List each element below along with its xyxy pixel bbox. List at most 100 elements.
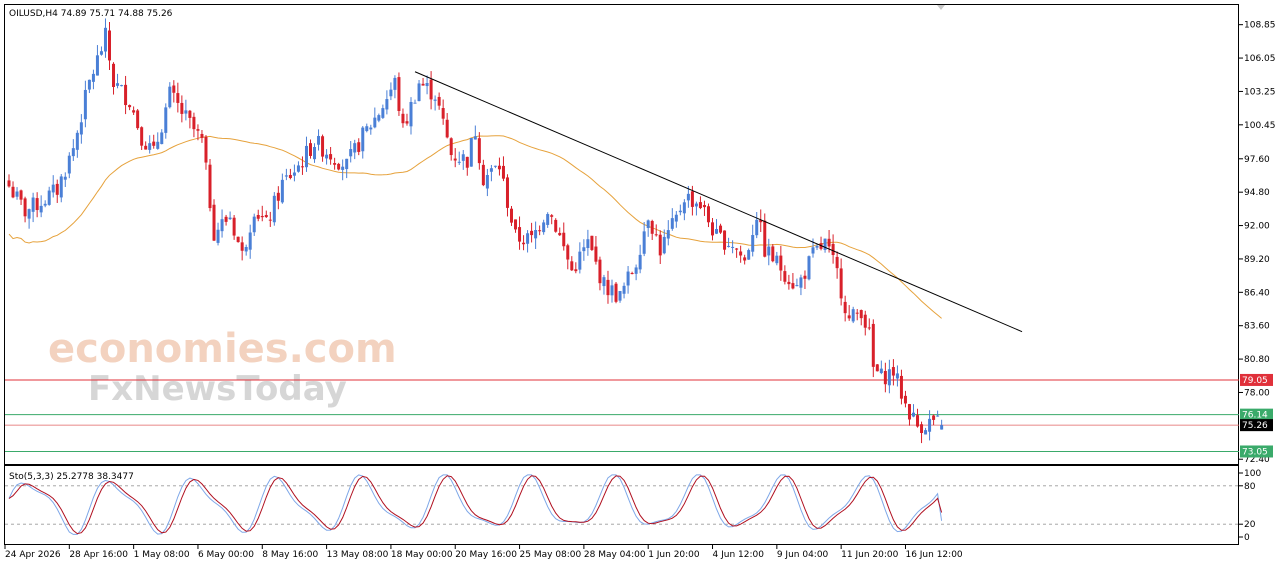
candle-body xyxy=(216,229,220,243)
watermark-economies: economies.com xyxy=(48,326,397,372)
price-tick-label: 80.80 xyxy=(1244,355,1270,365)
candle-body xyxy=(437,96,441,106)
candle-body xyxy=(879,368,883,374)
stochastic-label: Sto(5,3,3) 25.2778 38.3477 xyxy=(9,472,134,482)
candle-body xyxy=(421,83,425,86)
time-tick-label: 13 May 08:00 xyxy=(327,550,389,560)
candle-body xyxy=(638,254,642,270)
candle-body xyxy=(232,217,236,236)
candle-body xyxy=(136,110,140,129)
ma-line xyxy=(8,135,942,319)
candle-body xyxy=(373,117,377,128)
candle-body xyxy=(899,375,903,399)
candle-body xyxy=(43,203,47,206)
candle-body xyxy=(534,230,538,239)
candle-body xyxy=(489,168,493,172)
watermark-fxnewstoday: FxNewsToday xyxy=(88,369,347,409)
candle-body xyxy=(501,165,505,179)
candle-body xyxy=(586,239,590,249)
time-axis[interactable]: 24 Apr 2026 28 Apr 16:00 1 May 08:00 6 May … xyxy=(4,545,963,560)
time-tick-label: 8 May 16:00 xyxy=(262,550,318,560)
candle-body xyxy=(280,179,284,203)
candle-body xyxy=(236,236,240,243)
level-badge-label: 73.05 xyxy=(1242,447,1268,457)
candle-body xyxy=(711,222,714,236)
candle-body xyxy=(594,246,598,262)
candle-body xyxy=(79,122,83,135)
candle-body xyxy=(337,163,341,170)
candle-body xyxy=(103,27,107,52)
level-badge xyxy=(1240,408,1273,421)
candle-body xyxy=(783,271,787,282)
candle-body xyxy=(19,190,23,200)
candle-body xyxy=(87,79,91,90)
candle-body xyxy=(739,251,743,256)
candle-body xyxy=(357,142,361,152)
candle-body xyxy=(397,77,401,112)
candle-body xyxy=(284,175,288,177)
candle-body xyxy=(433,99,437,101)
candle-body xyxy=(835,256,839,269)
time-tick-label: 28 May 04:00 xyxy=(584,550,646,560)
candle-body xyxy=(349,149,353,157)
price-tick-label: 72.40 xyxy=(1244,455,1270,465)
candle-body xyxy=(723,230,727,250)
price-tick-label: 92.00 xyxy=(1244,222,1270,232)
candle-body xyxy=(75,132,79,150)
candle-body xyxy=(449,138,453,156)
candle-body xyxy=(116,83,120,86)
candle-body xyxy=(940,425,944,430)
candle-body xyxy=(518,227,522,242)
candle-body xyxy=(505,177,509,208)
candle-body xyxy=(497,165,501,170)
candle-body xyxy=(264,214,268,218)
candle-body xyxy=(847,315,851,319)
horizontal-levels xyxy=(5,379,1239,452)
trendline[interactable] xyxy=(414,71,1023,333)
candle-body xyxy=(401,113,405,124)
stochastic-tick-label: 100 xyxy=(1244,469,1261,479)
candle-body xyxy=(646,220,650,228)
time-tick-label: 18 May 00:00 xyxy=(391,550,453,560)
candle-body xyxy=(7,180,11,187)
chart-shift-marker-icon[interactable] xyxy=(937,5,945,10)
candle-body xyxy=(751,235,755,252)
candle-body xyxy=(429,79,433,100)
candle-body xyxy=(550,215,554,217)
candle-body xyxy=(642,231,646,254)
candle-body xyxy=(634,267,638,274)
candle-body xyxy=(610,285,614,296)
candle-body xyxy=(15,191,19,197)
candle-body xyxy=(168,86,172,108)
candle-body xyxy=(341,166,345,170)
candle-body xyxy=(425,82,429,87)
time-tick-label: 6 May 00:00 xyxy=(198,550,254,560)
candle-body xyxy=(891,367,895,376)
candle-body xyxy=(329,154,333,160)
candle-body xyxy=(204,136,208,163)
candle-body xyxy=(831,243,835,256)
candle-body xyxy=(313,146,317,160)
candle-body xyxy=(514,219,518,230)
candle-body xyxy=(128,105,132,108)
trendline-line[interactable] xyxy=(414,71,1023,333)
candle-body xyxy=(799,277,803,288)
candle-body xyxy=(11,186,15,198)
candle-body xyxy=(381,108,385,118)
candle-body xyxy=(582,247,586,252)
candle-body xyxy=(614,283,618,302)
candle-body xyxy=(333,163,337,165)
candle-body xyxy=(811,247,815,254)
candle-body xyxy=(31,197,35,212)
candle-body xyxy=(727,245,731,247)
candle-body xyxy=(156,141,160,149)
candle-body xyxy=(747,250,751,260)
candle-body xyxy=(920,424,924,433)
price-axis[interactable]: 108.85 106.05 103.25 100.45 97.60 94.80 92.00 8… xyxy=(1239,21,1276,466)
price-tick-label: 97.60 xyxy=(1244,155,1270,165)
candle-body xyxy=(465,156,469,168)
time-tick-label: 1 Jun 20:00 xyxy=(648,550,700,560)
candle-body xyxy=(453,158,457,161)
